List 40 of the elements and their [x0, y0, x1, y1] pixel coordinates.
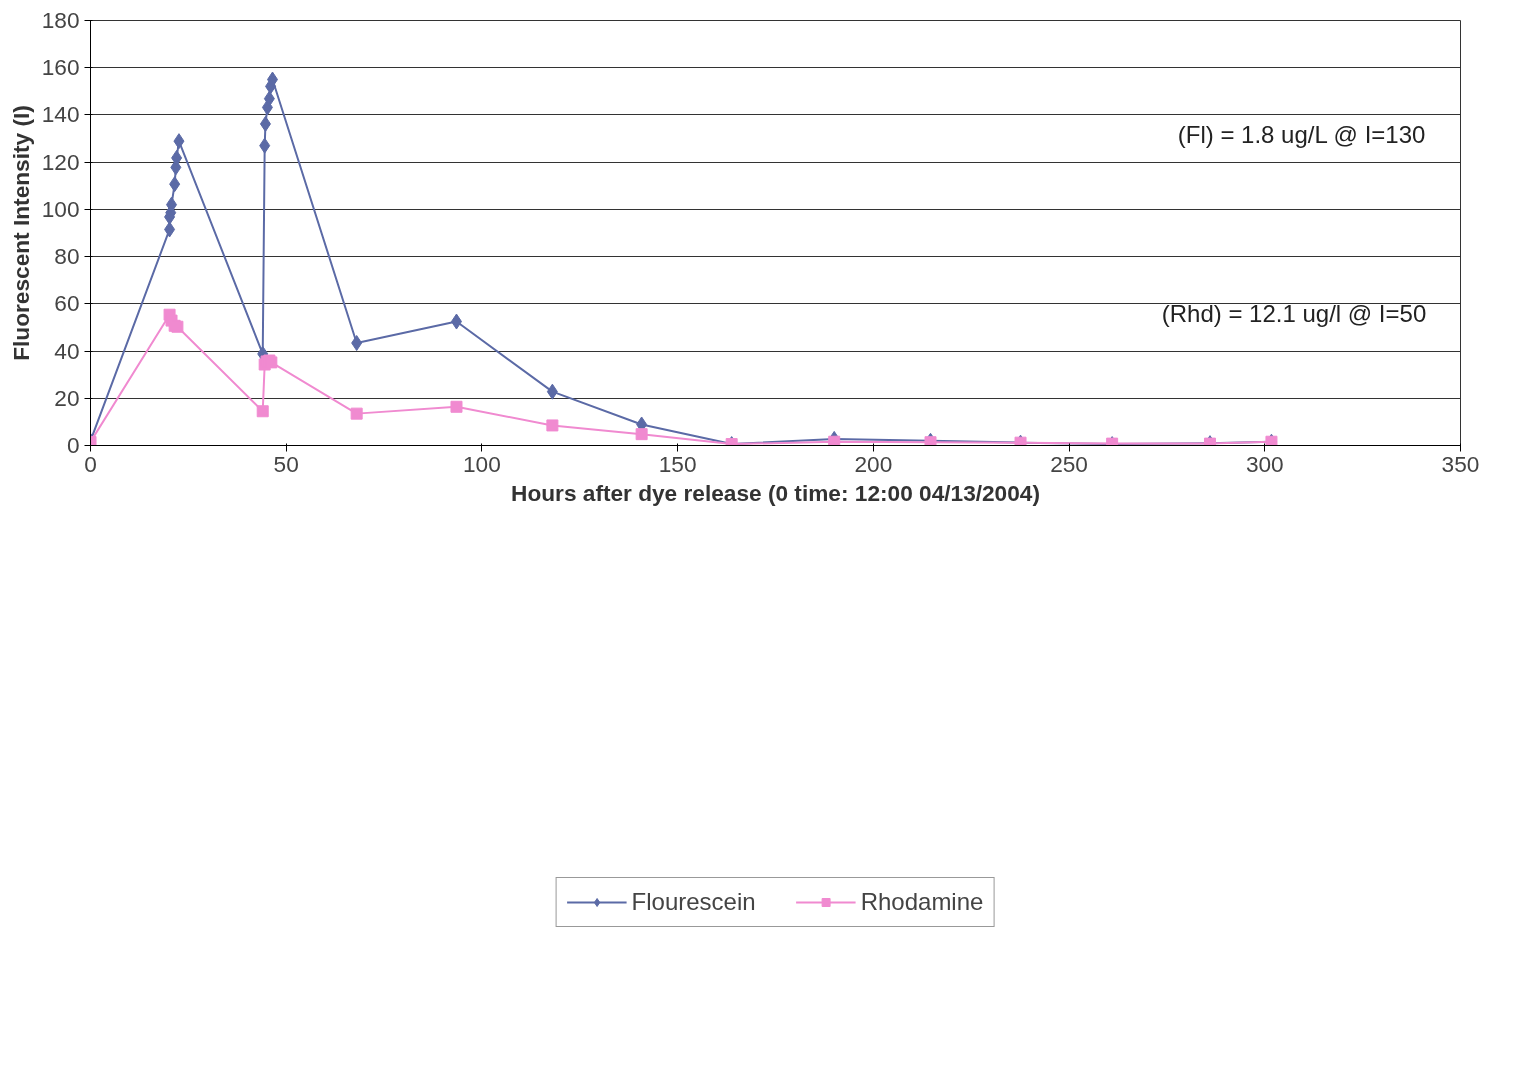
- point: [546, 383, 558, 400]
- legend-label: Rhodamine: [860, 888, 984, 916]
- x-tick-label: 150: [658, 450, 697, 477]
- point: [924, 436, 937, 446]
- y-axis-title: Fluorescent Intensity (I): [7, 105, 34, 361]
- x-tick-label: 100: [463, 450, 501, 477]
- point: [259, 137, 271, 154]
- point: [169, 176, 181, 193]
- annotation: (Rhd) = 12.1 ug/l @ I=50: [1161, 299, 1427, 327]
- y-tick-label: 100: [41, 195, 80, 222]
- point: [259, 115, 271, 132]
- y-tick-label: 80: [54, 243, 80, 270]
- y-tick-label: 120: [41, 148, 80, 175]
- point: [164, 221, 176, 238]
- y-tick-label: 160: [41, 54, 80, 81]
- point: [450, 400, 463, 413]
- annotation: (Fl) = 1.8 ug/L @ I=130: [1177, 121, 1426, 148]
- x-tick-label: 350: [1441, 450, 1480, 477]
- x-axis-title: Hours after dye release (0 time: 12:00 04/13/2004): [511, 479, 1040, 506]
- point: [828, 435, 841, 446]
- x-tick-label: 250: [1050, 450, 1088, 477]
- legend-label: Flourescein: [631, 888, 756, 916]
- point: [173, 133, 185, 150]
- point: [351, 335, 363, 352]
- x-tick-label: 50: [273, 450, 299, 477]
- y-tick-label: 0: [66, 432, 80, 458]
- point: [546, 419, 559, 432]
- x-tick-label: 0: [84, 450, 97, 477]
- y-tick-label: 180: [41, 7, 80, 33]
- y-tick-label: 20: [54, 384, 80, 411]
- point: [635, 428, 648, 441]
- y-tick-label: 40: [54, 337, 80, 364]
- x-tick-label: 200: [854, 450, 893, 477]
- point: [350, 407, 363, 420]
- point: [450, 313, 462, 330]
- y-tick-label: 60: [54, 290, 80, 317]
- point: [256, 405, 269, 418]
- y-tick-label: 140: [41, 101, 80, 128]
- x-tick-label: 300: [1245, 450, 1284, 477]
- point: [171, 149, 183, 166]
